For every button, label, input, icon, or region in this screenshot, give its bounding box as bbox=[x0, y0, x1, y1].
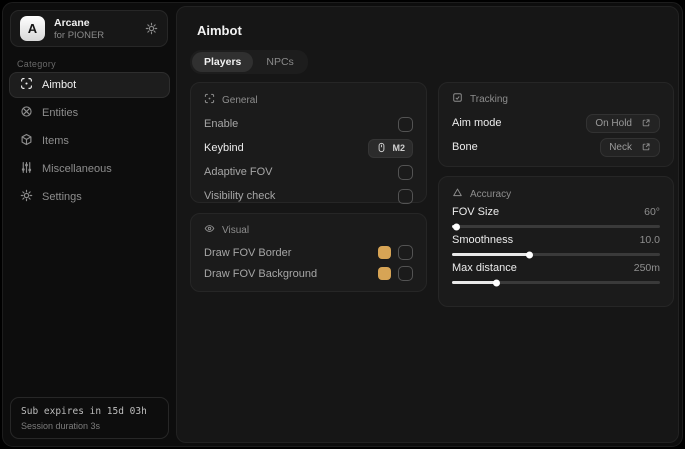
app-name: Arcane bbox=[54, 16, 90, 29]
sliders-icon bbox=[20, 161, 33, 177]
setting-label: Adaptive FOV bbox=[204, 166, 273, 178]
eye-icon bbox=[204, 223, 215, 237]
setting-label: Aim mode bbox=[452, 117, 502, 129]
app-logo: A bbox=[20, 16, 45, 41]
setting-label: FOV Size bbox=[452, 206, 500, 218]
setting-label: Keybind bbox=[204, 142, 244, 154]
setting-row-aim-mode: Aim mode On Hold bbox=[452, 111, 660, 135]
card-title: General bbox=[222, 94, 258, 106]
expand-icon bbox=[641, 142, 651, 152]
expand-icon bbox=[641, 118, 651, 128]
sub-expiry-text: Sub expires in 15d 03h bbox=[21, 406, 147, 417]
fov-border-checkbox[interactable] bbox=[398, 245, 413, 260]
smoothness-slider[interactable] bbox=[452, 251, 660, 258]
app-subtitle: for PIONER bbox=[54, 29, 105, 41]
session-duration-text: Session duration 3s bbox=[21, 421, 101, 431]
setting-row-fov-border: Draw FOV Border bbox=[204, 242, 413, 263]
aim-mode-select[interactable]: On Hold bbox=[586, 113, 660, 133]
tracking-icon bbox=[452, 92, 463, 106]
main-panel: Aimbot Players NPCs General Enable bbox=[176, 6, 679, 443]
app-header-card: A Arcane for PIONER bbox=[10, 10, 168, 47]
sidebar-item-label: Settings bbox=[42, 191, 82, 203]
sidebar-item-label: Entities bbox=[42, 107, 79, 119]
entities-icon bbox=[20, 105, 33, 121]
card-title: Visual bbox=[222, 224, 250, 236]
page-title: Aimbot bbox=[197, 23, 242, 38]
crosshair-icon bbox=[204, 93, 215, 107]
select-value: Neck bbox=[609, 141, 632, 153]
sidebar-item-entities[interactable]: Entities bbox=[9, 100, 170, 126]
color-swatch[interactable] bbox=[378, 246, 391, 259]
sidebar-item-aimbot[interactable]: Aimbot bbox=[9, 72, 170, 98]
crosshair-icon bbox=[20, 77, 33, 93]
adaptive-fov-checkbox[interactable] bbox=[398, 164, 413, 180]
setting-label: Draw FOV Background bbox=[204, 267, 318, 280]
max-distance-slider-group: Max distance 250m bbox=[452, 262, 660, 286]
triangle-icon bbox=[452, 187, 463, 201]
smoothness-slider-group: Smoothness 10.0 bbox=[452, 234, 660, 258]
card-title: Tracking bbox=[470, 93, 508, 105]
slider-thumb[interactable] bbox=[525, 251, 533, 258]
gear-icon bbox=[20, 189, 33, 205]
slider-thumb[interactable] bbox=[453, 223, 461, 230]
setting-label: Max distance bbox=[452, 262, 517, 274]
sidebar-item-miscellaneous[interactable]: Miscellaneous bbox=[9, 156, 170, 182]
keybind-button[interactable]: M2 bbox=[368, 138, 413, 158]
slider-value: 10.0 bbox=[639, 234, 660, 246]
slider-thumb[interactable] bbox=[492, 279, 500, 286]
tab-players[interactable]: Players bbox=[192, 52, 254, 72]
setting-label: Visibility check bbox=[204, 190, 276, 202]
card-title: Accuracy bbox=[470, 188, 512, 200]
setting-label: Smoothness bbox=[452, 234, 514, 246]
sidebar-nav: Aimbot Entities Items bbox=[9, 72, 170, 210]
setting-row-visibility-check: Visibility check bbox=[204, 184, 413, 208]
tab-npcs[interactable]: NPCs bbox=[266, 56, 294, 68]
fov-size-slider-group: FOV Size 60° bbox=[452, 206, 660, 230]
gear-icon[interactable] bbox=[145, 22, 158, 35]
visual-card: Visual Draw FOV Border Draw FOV Backgrou… bbox=[190, 213, 427, 292]
slider-value: 60° bbox=[644, 206, 660, 218]
setting-row-keybind: Keybind M2 bbox=[204, 136, 413, 160]
bone-select[interactable]: Neck bbox=[600, 137, 660, 157]
fov-background-checkbox[interactable] bbox=[398, 266, 413, 281]
setting-row-bone: Bone Neck bbox=[452, 135, 660, 159]
select-value: On Hold bbox=[595, 117, 632, 129]
color-swatch[interactable] bbox=[378, 267, 391, 280]
keybind-value: M2 bbox=[392, 143, 405, 153]
setting-row-enable: Enable bbox=[204, 112, 413, 136]
setting-label: Bone bbox=[452, 141, 478, 153]
package-icon bbox=[20, 133, 33, 149]
sidebar-item-label: Items bbox=[42, 135, 69, 147]
enable-checkbox[interactable] bbox=[398, 116, 413, 132]
setting-row-adaptive-fov: Adaptive FOV bbox=[204, 160, 413, 184]
accuracy-card: Accuracy FOV Size 60° Smoothness 10.0 bbox=[438, 176, 674, 307]
sidebar-item-label: Miscellaneous bbox=[42, 163, 112, 175]
general-card: General Enable Keybind M2 bbox=[190, 82, 427, 204]
tracking-card: Tracking Aim mode On Hold Bone bbox=[438, 82, 674, 167]
visibility-check-checkbox[interactable] bbox=[398, 188, 413, 204]
setting-label: Enable bbox=[204, 118, 239, 130]
sidebar-item-settings[interactable]: Settings bbox=[9, 184, 170, 210]
fov-size-slider[interactable] bbox=[452, 223, 660, 230]
slider-value: 250m bbox=[633, 262, 660, 274]
max-distance-slider[interactable] bbox=[452, 279, 660, 286]
sidebar-item-label: Aimbot bbox=[42, 79, 77, 91]
sidebar: A Arcane for PIONER Category bbox=[3, 3, 175, 446]
setting-row-fov-background: Draw FOV Background bbox=[204, 263, 413, 284]
subscription-info-card: Sub expires in 15d 03h Session duration … bbox=[10, 397, 169, 439]
mouse-icon bbox=[376, 142, 387, 155]
setting-label: Draw FOV Border bbox=[204, 246, 292, 259]
sidebar-item-items[interactable]: Items bbox=[9, 128, 170, 154]
category-label: Category bbox=[17, 59, 56, 69]
tab-group: Players NPCs bbox=[190, 50, 308, 74]
